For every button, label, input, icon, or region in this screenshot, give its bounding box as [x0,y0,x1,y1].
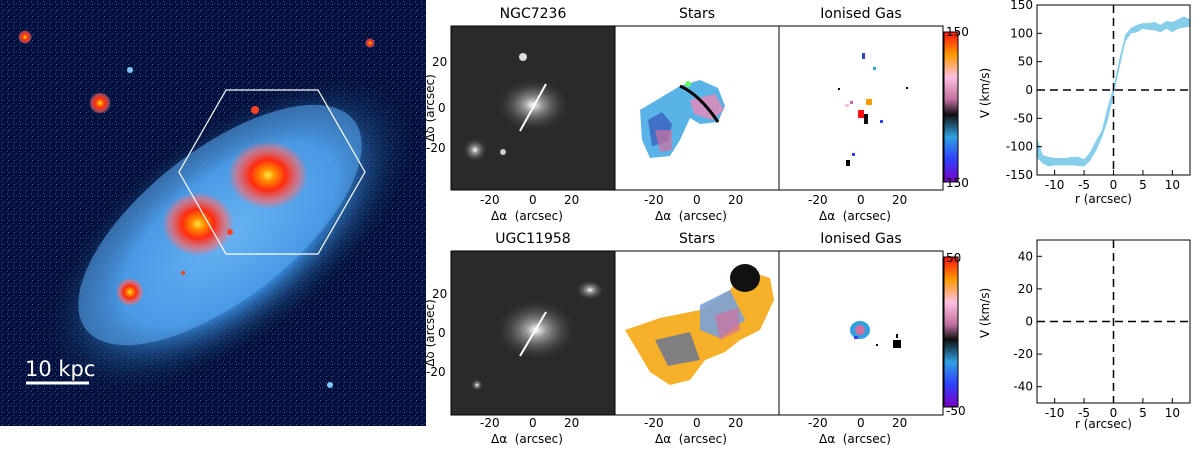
row2-ytick: 20 [432,287,448,301]
row1-xlabel: Δα (arcsec) [655,209,727,223]
row1-xtick: 20 [564,193,580,207]
row1-xlabel: Δα (arcsec) [491,209,563,223]
row2-xtick: -20 [480,416,500,430]
vel1-ylabel: V (km/s) [978,67,992,119]
x-tick-label: -10 [1045,406,1065,420]
y-tick-label: -20 [1013,347,1033,361]
row1-gas-title: Ionised Gas [820,6,902,22]
vel2-ylabel: V (km/s) [978,287,992,339]
x-tick-label: -5 [1078,178,1090,192]
row1-xtick: 0 [529,193,537,207]
row2-xtick: 20 [892,416,908,430]
y-tick-label: -150 [1006,168,1033,182]
y-tick-label: 40 [1018,249,1033,263]
row2-stars-title: Stars [678,231,715,247]
row2-colorbar-top-label: 50 [946,251,962,265]
y-tick-label: 50 [1018,55,1033,69]
row2-map-ylabel: Δδ (arcsec) [423,299,437,367]
x-tick-label: -5 [1078,406,1090,420]
row1-map-ylabel: Δδ (arcsec) [423,74,437,142]
row2-colorbar-bottom-label: -50 [946,404,966,418]
scale-bar-label: 10 kpc [25,357,96,381]
row1-galaxy-title: NGC7236 [499,6,567,22]
x-tick-label: 10 [1165,406,1180,420]
row1-xtick: 0 [857,193,865,207]
row2-stars-map [615,251,779,415]
y-tick-label: -50 [1013,111,1033,125]
x-tick-label: 0 [1110,178,1118,192]
row1-xlabel: Δα (arcsec) [819,209,891,223]
row2-xtick: -20 [644,416,664,430]
row1-stars-title: Stars [678,6,715,22]
row1-xtick: -20 [644,193,664,207]
row1-gas-map [779,26,943,190]
ifu-hexagon-footprint [178,89,366,255]
row2-gas-title: Ionised Gas [820,231,902,247]
velocity-plot-ugc11958: -10 -5 0 5 10 -40 -20 0 20 40 [1013,239,1191,420]
row2-xlabel: Δα (arcsec) [655,432,727,446]
row1-xtick: 20 [728,193,744,207]
y-tick-label: 100 [1010,26,1033,40]
row2-xlabel: Δα (arcsec) [491,432,563,446]
row2-gas-map [779,251,943,415]
y-tick-label: 0 [1025,83,1033,97]
row2-ytick: -20 [426,365,446,379]
main-galaxy-image [0,0,426,426]
row1-xtick: -20 [808,193,828,207]
row1-xtick: -20 [480,193,500,207]
row2-xtick: 0 [529,416,537,430]
row2-xtick: -20 [808,416,828,430]
vel1-xlabel: r (arcsec) [1075,192,1132,206]
row1-xtick: 20 [892,193,908,207]
row2-grey-image [451,251,615,415]
row1-grey-image [451,26,615,190]
row1-xtick: 0 [693,193,701,207]
y-tick-label: 150 [1010,0,1033,12]
row2-xtick: 20 [728,416,744,430]
x-tick-label: 10 [1165,178,1180,192]
row2-xtick: 20 [564,416,580,430]
row2-xlabel: Δα (arcsec) [819,432,891,446]
y-tick-label: 0 [1025,315,1033,329]
row2-galaxy-title: UGC11958 [495,231,571,247]
row1-colorbar [943,31,959,183]
row2-xtick: 0 [857,416,865,430]
row1-stars-map [615,26,779,190]
row2-ytick: 0 [438,326,446,340]
x-tick-label: 0 [1110,406,1118,420]
row1-ytick: -20 [426,141,446,155]
y-tick-label: -40 [1013,380,1033,394]
row1-ytick: 20 [432,55,448,69]
x-tick-label: 5 [1139,178,1147,192]
row1-colorbar-top-label: 150 [946,25,969,39]
x-tick-label: -10 [1045,178,1065,192]
y-tick-label: -100 [1006,140,1033,154]
row1-colorbar-bottom-label: 150 [946,176,969,190]
y-tick-label: 20 [1018,282,1033,296]
row2-xtick: 0 [693,416,701,430]
x-tick-label: 5 [1139,406,1147,420]
row1-ytick: 0 [438,101,446,115]
velocity-band [1037,16,1190,167]
vel2-xlabel: r (arcsec) [1075,417,1132,431]
row2-colorbar [943,256,959,408]
map-frames [450,25,944,416]
